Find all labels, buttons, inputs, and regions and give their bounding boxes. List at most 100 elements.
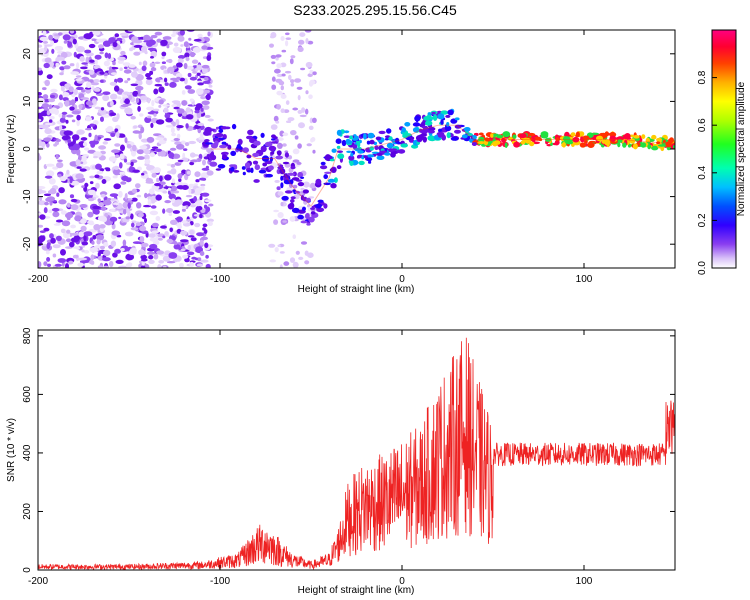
ridge-speck bbox=[563, 136, 571, 142]
noise-speck bbox=[80, 66, 88, 70]
noise-speck bbox=[170, 77, 178, 81]
noise-speck bbox=[161, 51, 167, 57]
noise-speck bbox=[102, 40, 112, 47]
noise-speck bbox=[289, 216, 296, 222]
noise-speck bbox=[92, 205, 101, 210]
noise-speck bbox=[150, 169, 155, 174]
ridge-speck bbox=[224, 126, 231, 130]
noise-speck bbox=[309, 79, 316, 85]
noise-speck bbox=[50, 40, 55, 46]
ridge-speck bbox=[337, 153, 345, 160]
ridge-speck bbox=[496, 134, 504, 139]
noise-speck bbox=[189, 76, 197, 81]
noise-speck bbox=[152, 108, 160, 112]
noise-speck bbox=[45, 250, 50, 255]
noise-speck bbox=[103, 242, 109, 247]
noise-speck bbox=[46, 196, 55, 202]
noise-speck bbox=[41, 103, 50, 109]
noise-speck bbox=[148, 255, 154, 260]
noise-speck bbox=[69, 63, 75, 67]
noise-speck bbox=[50, 88, 58, 93]
x-tick-label: -200 bbox=[28, 576, 48, 587]
ridge-speck bbox=[412, 122, 421, 127]
noise-speck bbox=[58, 94, 63, 101]
noise-speck bbox=[111, 149, 120, 154]
ridge-speck bbox=[440, 119, 444, 125]
noise-speck bbox=[89, 59, 95, 63]
noise-speck bbox=[125, 177, 132, 183]
noise-speck bbox=[311, 137, 316, 142]
noise-speck bbox=[147, 47, 157, 51]
noise-speck bbox=[66, 202, 71, 208]
noise-speck bbox=[110, 72, 118, 75]
noise-speck bbox=[280, 202, 284, 207]
noise-speck bbox=[122, 201, 129, 209]
noise-speck bbox=[109, 193, 119, 198]
noise-speck bbox=[56, 192, 60, 197]
noise-speck bbox=[188, 183, 195, 188]
y-tick-label: -20 bbox=[22, 237, 33, 252]
ridge-speck bbox=[396, 149, 401, 153]
noise-speck bbox=[43, 261, 48, 267]
noise-speck bbox=[193, 196, 198, 202]
noise-speck bbox=[102, 91, 111, 95]
noise-speck bbox=[110, 132, 116, 137]
ridge-speck bbox=[348, 159, 352, 164]
noise-speck bbox=[197, 33, 203, 38]
ridge-speck bbox=[390, 152, 396, 158]
ridge-speck bbox=[651, 145, 659, 151]
ridge-speck bbox=[336, 145, 341, 149]
noise-speck bbox=[103, 60, 110, 67]
noise-speck bbox=[105, 168, 111, 172]
noise-speck bbox=[154, 83, 163, 87]
noise-speck bbox=[292, 184, 298, 189]
noise-speck bbox=[119, 171, 126, 176]
noise-speck bbox=[189, 161, 195, 166]
noise-speck bbox=[100, 107, 105, 111]
noise-speck bbox=[52, 244, 61, 249]
y-tick-label: 0 bbox=[22, 146, 33, 152]
noise-speck bbox=[201, 100, 210, 106]
colorbar-tick-label: 0.4 bbox=[697, 165, 708, 179]
noise-speck bbox=[179, 77, 185, 82]
noise-speck bbox=[280, 108, 285, 113]
noise-speck bbox=[120, 144, 125, 152]
noise-speck bbox=[309, 69, 314, 75]
noise-speck bbox=[141, 260, 145, 266]
ridge-speck bbox=[366, 157, 373, 162]
ridge-speck bbox=[271, 134, 276, 139]
noise-speck bbox=[60, 210, 67, 215]
noise-speck bbox=[53, 223, 61, 226]
noise-speck bbox=[290, 79, 295, 84]
noise-speck bbox=[94, 245, 102, 249]
noise-speck bbox=[140, 265, 146, 268]
noise-speck bbox=[166, 238, 174, 244]
ridge-speck bbox=[252, 152, 260, 157]
ridge-speck bbox=[265, 173, 273, 178]
noise-speck bbox=[84, 182, 89, 188]
noise-speck bbox=[174, 182, 181, 186]
noise-speck bbox=[89, 123, 95, 127]
ridge-speck bbox=[561, 143, 566, 147]
noise-speck bbox=[87, 220, 91, 224]
noise-speck bbox=[143, 34, 151, 42]
ridge-speck bbox=[437, 113, 445, 120]
noise-speck bbox=[85, 116, 92, 122]
noise-speck bbox=[305, 90, 309, 95]
ridge-speck bbox=[647, 144, 652, 150]
ridge-speck bbox=[283, 179, 292, 185]
noise-speck bbox=[143, 204, 152, 208]
noise-speck bbox=[78, 257, 88, 261]
noise-speck bbox=[39, 36, 49, 42]
noise-speck bbox=[139, 236, 145, 243]
noise-speck bbox=[165, 117, 173, 123]
ridge-speck bbox=[284, 152, 289, 158]
noise-speck bbox=[96, 38, 105, 43]
ridge-speck bbox=[294, 190, 301, 194]
ridge-speck bbox=[335, 138, 342, 144]
ridge-speck bbox=[308, 216, 315, 223]
noise-speck bbox=[201, 185, 205, 191]
noise-speck bbox=[155, 194, 162, 201]
noise-speck bbox=[206, 218, 214, 223]
noise-speck bbox=[169, 227, 173, 233]
